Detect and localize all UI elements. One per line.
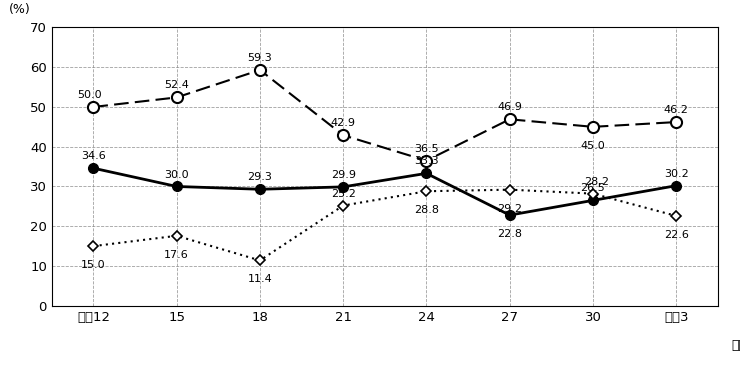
- Text: 52.4: 52.4: [164, 80, 189, 91]
- Text: 22.6: 22.6: [664, 230, 689, 240]
- Text: 46.9: 46.9: [497, 102, 522, 113]
- Text: 45.0: 45.0: [581, 141, 605, 151]
- Text: 42.9: 42.9: [331, 118, 356, 128]
- Text: 11.4: 11.4: [248, 274, 272, 284]
- Text: 17.6: 17.6: [164, 250, 189, 260]
- Text: （年）: （年）: [731, 339, 740, 352]
- Text: 26.5: 26.5: [581, 183, 605, 193]
- Text: 36.5: 36.5: [414, 144, 439, 154]
- Text: 30.2: 30.2: [664, 169, 688, 179]
- Text: 50.0: 50.0: [77, 90, 101, 100]
- Text: 28.8: 28.8: [414, 205, 439, 215]
- Text: 29.3: 29.3: [247, 172, 272, 182]
- Text: 46.2: 46.2: [664, 105, 689, 115]
- Text: 29.9: 29.9: [331, 170, 356, 180]
- Text: 22.8: 22.8: [497, 229, 522, 239]
- Text: 30.0: 30.0: [164, 169, 189, 180]
- Text: 59.3: 59.3: [248, 53, 272, 63]
- Text: 33.3: 33.3: [414, 156, 439, 167]
- Text: 28.2: 28.2: [585, 177, 610, 187]
- Text: 15.0: 15.0: [81, 260, 106, 270]
- Text: 29.2: 29.2: [497, 203, 522, 214]
- Text: 34.6: 34.6: [81, 151, 106, 161]
- Text: (%): (%): [9, 3, 30, 16]
- Text: 25.2: 25.2: [331, 189, 356, 199]
